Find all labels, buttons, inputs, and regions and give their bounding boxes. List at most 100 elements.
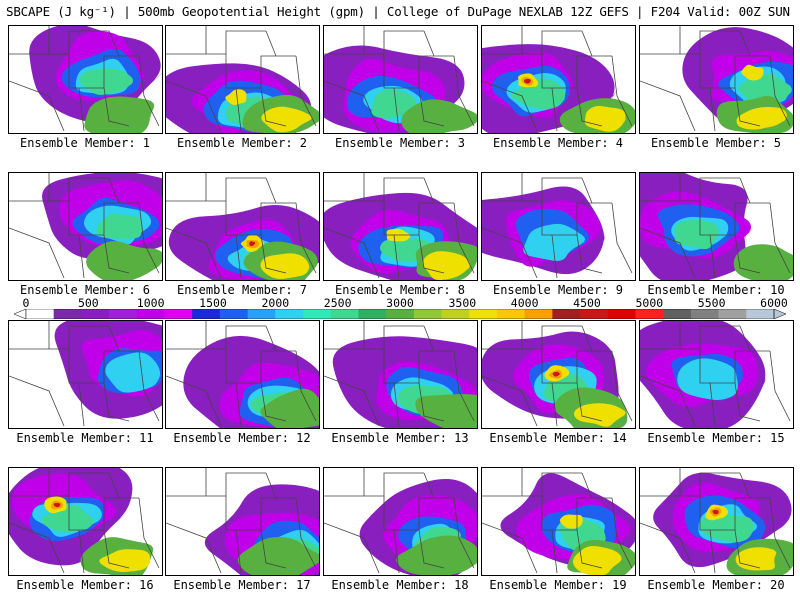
colorbar-tick-5500: 5500 xyxy=(697,296,726,310)
cape-contour-red-core xyxy=(53,502,61,508)
cape-map-6 xyxy=(9,173,162,280)
cape-contour-cyan xyxy=(105,352,161,393)
ensemble-map-panel-14 xyxy=(481,320,636,429)
ensemble-map-panel-12 xyxy=(165,320,320,429)
cape-contour-green xyxy=(415,394,477,428)
colorbar-swatch-22 xyxy=(635,309,664,319)
cape-contour-yellow xyxy=(736,107,789,130)
ensemble-member-label-15: Ensemble Member: 15 xyxy=(647,431,785,445)
colorbar-swatch-2 xyxy=(81,309,110,319)
ensemble-member-label-14: Ensemble Member: 14 xyxy=(489,431,627,445)
state-borders xyxy=(166,173,317,279)
colorbar-swatch-4 xyxy=(136,309,166,319)
colorbar-swatch-8 xyxy=(247,309,276,319)
cape-contour-teal xyxy=(738,74,793,105)
state-borders xyxy=(482,321,633,427)
colorbar-swatch-24 xyxy=(690,309,720,319)
cape-map-2 xyxy=(166,26,319,133)
colorbar-swatch-3 xyxy=(109,309,138,319)
ensemble-member-label-20: Ensemble Member: 20 xyxy=(647,578,785,592)
cape-contour-teal xyxy=(371,89,418,119)
cape-contour-teal xyxy=(674,219,719,250)
cape-contour-teal xyxy=(699,515,754,543)
colorbar-outline xyxy=(25,309,775,319)
state-borders xyxy=(324,26,475,132)
colorbar-swatch-5 xyxy=(164,309,193,319)
cape-contour-yellow-core xyxy=(225,89,247,105)
colorbar-swatch-19 xyxy=(552,309,581,319)
ensemble-member-label-18: Ensemble Member: 18 xyxy=(331,578,469,592)
colorbar-tick-4500: 4500 xyxy=(573,296,601,310)
cape-contour-cyan xyxy=(523,223,590,262)
ensemble-map-panel-8 xyxy=(323,172,478,281)
colorbar-tick-1000: 1000 xyxy=(136,296,165,310)
colorbar-swatch-23 xyxy=(663,309,692,319)
ensemble-map-panel-13 xyxy=(323,320,478,429)
state-borders xyxy=(640,321,791,427)
ensemble-map-panel-5 xyxy=(639,25,794,134)
colorbar-min-arrow xyxy=(14,309,27,319)
colorbar-swatch-25 xyxy=(718,309,747,319)
ensemble-map-panel-15 xyxy=(639,320,794,429)
state-borders xyxy=(640,26,791,132)
state-borders xyxy=(324,468,475,574)
cape-map-1 xyxy=(9,26,162,133)
state-borders xyxy=(482,26,633,132)
ensemble-member-label-9: Ensemble Member: 9 xyxy=(492,283,624,297)
state-borders xyxy=(9,468,160,574)
ensemble-member-label-5: Ensemble Member: 5 xyxy=(650,136,782,150)
cape-contour-green xyxy=(86,241,162,280)
cape-map-9 xyxy=(482,173,633,279)
cape-map-7 xyxy=(166,173,319,280)
cape-contour-yellow xyxy=(584,105,627,132)
ensemble-member-label-11: Ensemble Member: 11 xyxy=(16,431,154,445)
colorbar-tick-2000: 2000 xyxy=(261,296,290,310)
colorbar-tick-1500: 1500 xyxy=(199,296,227,310)
ensemble-map-panel-2 xyxy=(165,25,320,134)
colorbar-tick-4000: 4000 xyxy=(510,296,539,310)
colorbar-tick-0: 0 xyxy=(22,296,30,310)
cape-map-10 xyxy=(640,173,793,280)
ensemble-member-label-8: Ensemble Member: 8 xyxy=(334,283,466,297)
ensemble-map-panel-3 xyxy=(323,25,478,134)
state-borders xyxy=(166,321,317,427)
ensemble-member-label-4: Ensemble Member: 4 xyxy=(492,136,624,150)
cape-contour-red-core xyxy=(552,371,561,377)
ensemble-map-panel-11 xyxy=(8,320,163,429)
ensemble-member-label-10: Ensemble Member: 10 xyxy=(647,283,785,297)
cape-contour-red-core xyxy=(524,78,532,84)
cape-contour-teal xyxy=(96,213,142,239)
state-borders xyxy=(166,26,317,132)
colorbar-tick-3000: 3000 xyxy=(386,296,414,310)
state-borders xyxy=(166,468,317,574)
ensemble-map-panel-18 xyxy=(323,467,478,576)
ensemble-map-panel-19 xyxy=(481,467,636,576)
cape-map-15 xyxy=(640,321,791,428)
colorbar-swatch-15 xyxy=(441,309,470,319)
ensemble-map-panel-1 xyxy=(8,25,163,134)
ensemble-member-label-6: Ensemble Member: 6 xyxy=(19,283,151,297)
cape-contour-green xyxy=(84,96,155,133)
colorbar-swatch-26 xyxy=(746,309,775,319)
colorbar-swatch-12 xyxy=(358,309,387,319)
cape-map-12 xyxy=(166,321,319,428)
cape-map-8 xyxy=(324,173,477,280)
cape-map-13 xyxy=(324,321,477,428)
cape-contour-green xyxy=(396,535,477,575)
colorbar-swatch-13 xyxy=(386,309,415,319)
ensemble-member-label-7: Ensemble Member: 7 xyxy=(176,283,308,297)
colorbar-swatch-21 xyxy=(607,309,636,319)
cape-map-20 xyxy=(640,468,793,575)
cape-contour-yellow xyxy=(261,106,315,133)
cape-contour-green xyxy=(237,536,319,575)
state-borders xyxy=(9,26,160,132)
cape-contour-green xyxy=(401,99,477,133)
state-borders xyxy=(640,468,791,574)
cape-contour-yellow-core xyxy=(741,64,764,81)
colorbar-swatch-17 xyxy=(496,309,526,319)
cape-contour-yellow xyxy=(99,549,151,572)
cape-contour-red-core xyxy=(712,509,719,515)
ensemble-member-label-13: Ensemble Member: 13 xyxy=(331,431,469,445)
cape-map-16 xyxy=(9,468,160,575)
cape-map-14 xyxy=(482,321,633,428)
